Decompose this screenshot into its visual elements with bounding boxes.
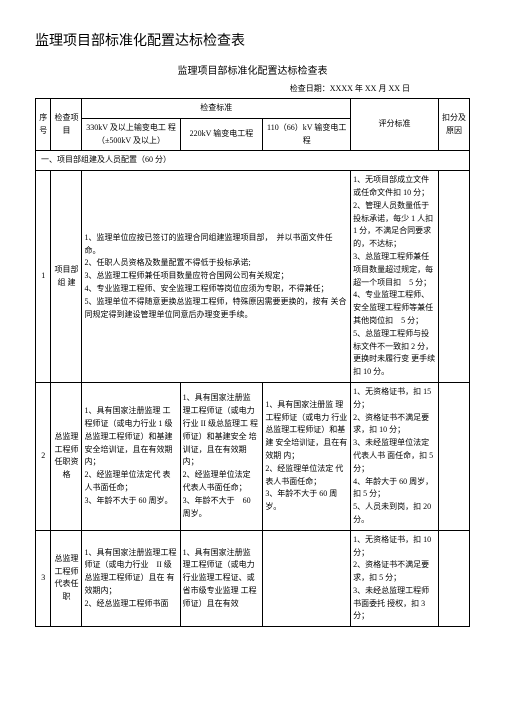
header-seq: 序号 xyxy=(36,99,51,151)
row2-std2: 1、具有国家注册监 理工程师证（或电力 行业 II 级总监理工 程师证）和基建安… xyxy=(180,382,263,530)
row3-item: 总监理工程师代表任职 xyxy=(51,530,82,627)
row3-std3 xyxy=(263,530,351,627)
header-standard: 检查标准 xyxy=(82,99,351,119)
main-title: 监理项目部标准化配置达标检查表 xyxy=(35,30,470,50)
row2-std1: 1、具有国家注册监理 工程师证（或电力行业 1 级 总监理工程师证）和基建 安全… xyxy=(82,382,180,530)
check-date: 检查日期：XXXX 年 XX 月 XX 日 xyxy=(35,83,470,94)
row2-std3: 1、具有国家注册监 理工程师证（或电力 行业总监理工程师证）和基建 安全培训证，… xyxy=(263,382,351,530)
row1-item: 项目部组 建 xyxy=(51,171,82,383)
row2-score: 1、无资格证书，扣 15 分； 2、资格证书不满足要求，扣 10 分； 3、未经… xyxy=(351,382,439,530)
table-row-1: 1 项目部组 建 1、监理单位应按已签订的监理合同组建监理项目部， 并以书面文件… xyxy=(36,171,470,383)
row3-std2: 1、具有国家注册监 理工程师证（或电力 行业监理工程证、或 省市级专业监理 工程… xyxy=(180,530,263,627)
table-row-3: 3 总监理工程师代表任职 1、具有国家注册监理工程师证（或电力行业 II 级总监… xyxy=(36,530,470,627)
row2-seq: 2 xyxy=(36,382,51,530)
header-std2: 220kV 输变电工程 xyxy=(180,118,263,151)
checklist-table: 序号 检查项目 检查标准 评分标准 扣分及原因 330kV 及以上输变电工 程（… xyxy=(35,98,470,627)
row3-score: 1、无资格证书，扣 10 分； 2、资格证书不满足要求，扣 5 分； 3、未经总… xyxy=(351,530,439,627)
row1-deduct xyxy=(438,171,469,383)
header-item: 检查项目 xyxy=(51,99,82,151)
table-row-2: 2 总监理工程师任职资格 1、具有国家注册监理 工程师证（或电力行业 1 级 总… xyxy=(36,382,470,530)
header-score: 评分标准 xyxy=(351,99,439,151)
row1-score: 1、无项目部成立文件或任命文件扣 10 分； 2、管理人员数量低于投标承诺，每少… xyxy=(351,171,439,383)
row1-seq: 1 xyxy=(36,171,51,383)
row2-deduct xyxy=(438,382,469,530)
row1-content: 1、监理单位应按已签订的监理合同组建监理项目部， 并以书面文件任命。 2、任职人… xyxy=(82,171,351,383)
header-std3: 110（66）kV 输变电工程 xyxy=(263,118,351,151)
section-1-title: 一、项目部组建及人员配置（60 分） xyxy=(36,151,470,171)
row3-deduct xyxy=(438,530,469,627)
sub-title: 监理项目部标准化配置达标检查表 xyxy=(35,62,470,77)
section-1-header: 一、项目部组建及人员配置（60 分） xyxy=(36,151,470,171)
row3-seq: 3 xyxy=(36,530,51,627)
row2-item: 总监理工程师任职资格 xyxy=(51,382,82,530)
header-deduct: 扣分及原因 xyxy=(438,99,469,151)
row3-std1: 1、具有国家注册监理工程师证（或电力行业 II 级总监理工程师证）且在 有效期内… xyxy=(82,530,180,627)
header-row-1: 序号 检查项目 检查标准 评分标准 扣分及原因 xyxy=(36,99,470,119)
header-std1: 330kV 及以上输变电工 程（±500kV 及以上） xyxy=(82,118,180,151)
